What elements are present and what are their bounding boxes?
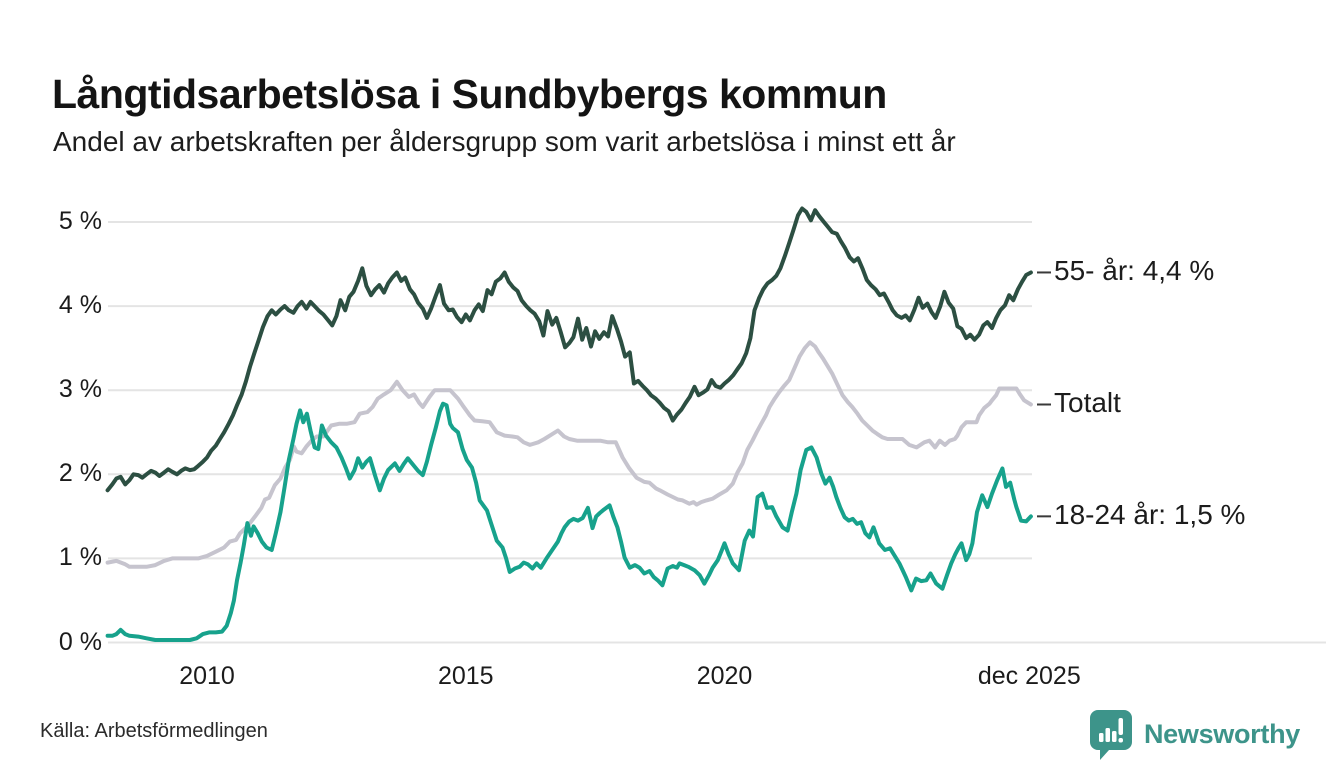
y-tick-label-4: 4 %	[58, 291, 102, 320]
newsworthy-logo-icon	[1089, 710, 1132, 760]
page-title: Långtidsarbetslösa i Sundbybergs kommun	[52, 71, 887, 118]
x-tick-label-dec-2025: dec 2025	[977, 662, 1081, 690]
series-label-55-r: 55- år: 4,4 %	[1054, 255, 1215, 287]
source-note: Källa: Arbetsförmedlingen	[40, 720, 268, 742]
series-line-55-r	[105, 206, 1033, 493]
series-label-totalt: Totalt	[1054, 387, 1121, 419]
y-tick-label-5: 5 %	[58, 207, 102, 235]
y-tick-label-3: 3 %	[58, 375, 102, 404]
y-tick-label-0: 0 %	[58, 627, 102, 656]
newsworthy-brand: Newsworthy	[1088, 708, 1300, 760]
y-tick-label-2: 2 %	[58, 459, 102, 488]
series-line-18-24-r	[105, 401, 1033, 642]
x-tick-label-2010: 2010	[179, 662, 235, 690]
chart-subtitle: Andel av arbetskraften per åldersgrupp s…	[53, 126, 956, 157]
y-tick-label-1: 1 %	[58, 543, 102, 572]
newsworthy-brand-name: Newsworthy	[1143, 718, 1300, 749]
series-label-18-24-r: 18-24 år: 1,5 %	[1054, 499, 1246, 531]
x-tick-label-2020: 2020	[696, 662, 753, 690]
x-tick-label-2015: 2015	[437, 662, 494, 690]
